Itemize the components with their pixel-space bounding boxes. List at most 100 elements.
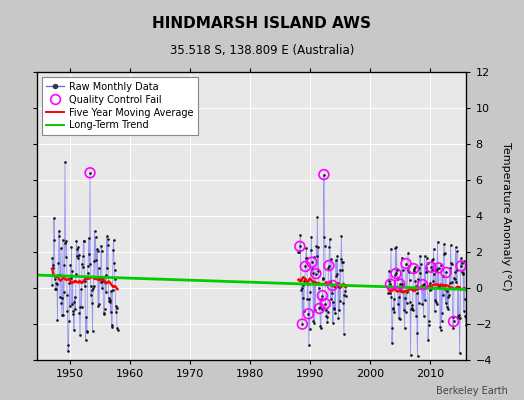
Point	[110, 260, 118, 266]
Point	[409, 287, 417, 294]
Point	[430, 271, 438, 278]
Point	[81, 278, 89, 284]
Point	[87, 292, 95, 298]
Point	[452, 279, 460, 286]
Point	[403, 289, 411, 295]
Point	[422, 265, 430, 271]
Point	[438, 310, 446, 316]
Point	[64, 342, 73, 348]
Point	[309, 270, 317, 276]
Point	[421, 269, 430, 275]
Point	[319, 275, 327, 282]
Point	[82, 329, 91, 335]
Point	[296, 243, 304, 250]
Point	[89, 282, 97, 289]
Point	[427, 264, 435, 270]
Point	[308, 259, 316, 266]
Point	[419, 313, 428, 319]
Point	[431, 268, 440, 274]
Point	[307, 247, 315, 253]
Point	[429, 246, 438, 252]
Point	[329, 298, 337, 305]
Point	[329, 320, 337, 326]
Point	[398, 280, 406, 287]
Point	[315, 305, 323, 312]
Point	[331, 284, 339, 290]
Point	[386, 281, 395, 288]
Point	[326, 236, 334, 242]
Point	[313, 253, 321, 259]
Point	[339, 300, 347, 307]
Point	[395, 281, 403, 287]
Point	[62, 254, 70, 260]
Point	[72, 237, 81, 244]
Point	[304, 311, 312, 317]
Point	[69, 310, 78, 317]
Point	[332, 257, 340, 264]
Point	[406, 277, 414, 283]
Point	[304, 311, 312, 317]
Point	[399, 306, 408, 313]
Point	[423, 260, 432, 266]
Point	[421, 297, 429, 303]
Point	[396, 316, 404, 322]
Point	[428, 257, 436, 263]
Point	[303, 296, 312, 302]
Point	[453, 313, 462, 319]
Point	[50, 236, 59, 243]
Point	[52, 280, 61, 286]
Point	[456, 315, 464, 322]
Point	[339, 258, 347, 265]
Point	[413, 330, 421, 336]
Point	[318, 306, 326, 312]
Point	[79, 253, 87, 260]
Point	[324, 264, 333, 271]
Point	[427, 264, 435, 270]
Point	[385, 267, 393, 274]
Point	[65, 318, 73, 324]
Point	[429, 278, 437, 285]
Point	[101, 272, 110, 278]
Point	[428, 256, 436, 262]
Point	[404, 250, 412, 256]
Point	[49, 262, 58, 268]
Point	[454, 283, 463, 290]
Point	[388, 325, 397, 331]
Point	[401, 295, 409, 301]
Point	[392, 270, 400, 277]
Point	[92, 246, 101, 252]
Point	[417, 261, 425, 268]
Point	[462, 314, 471, 320]
Point	[311, 280, 319, 286]
Point	[112, 305, 121, 311]
Point	[384, 290, 392, 297]
Point	[342, 293, 350, 299]
Point	[304, 342, 313, 348]
Point	[418, 300, 426, 307]
Point	[321, 300, 330, 307]
Point	[302, 244, 311, 251]
Point	[423, 268, 431, 274]
Point	[340, 292, 348, 298]
Point	[102, 289, 110, 296]
Point	[319, 276, 328, 282]
Point	[99, 275, 107, 282]
Point	[86, 282, 95, 289]
Point	[66, 280, 74, 286]
Point	[307, 234, 315, 240]
Point	[91, 234, 100, 240]
Point	[90, 258, 98, 264]
Point	[416, 270, 424, 276]
Point	[453, 248, 461, 254]
Point	[89, 328, 97, 334]
Point	[432, 301, 441, 307]
Point	[77, 304, 85, 310]
Point	[56, 294, 64, 300]
Point	[410, 264, 419, 270]
Point	[85, 234, 93, 241]
Point	[432, 299, 440, 305]
Point	[314, 244, 323, 250]
Point	[412, 313, 420, 319]
Point	[107, 288, 115, 294]
Point	[326, 296, 335, 302]
